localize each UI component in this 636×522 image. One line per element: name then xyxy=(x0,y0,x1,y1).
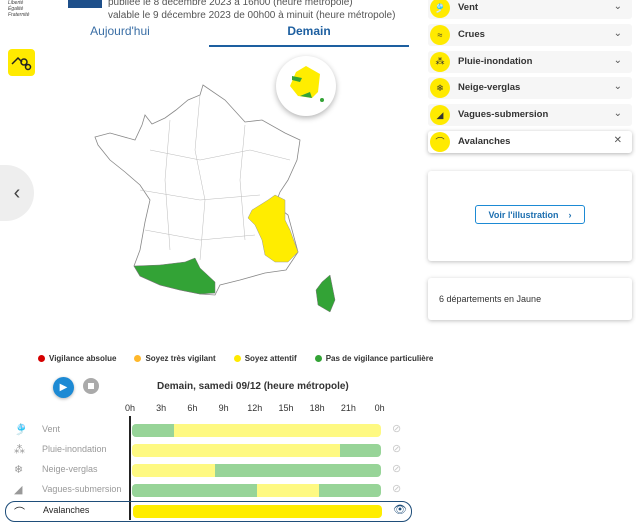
waves-icon: ◢ xyxy=(14,484,23,496)
bulletin-info: publiée le 8 décembre 2023 à 16h00 (heur… xyxy=(108,0,395,22)
hour-tick: 0h xyxy=(124,403,135,413)
legend-item: Soyez très vigilant xyxy=(134,354,216,363)
vigilance-bar xyxy=(133,505,382,518)
chevron-down-icon[interactable]: ⌄ xyxy=(613,108,622,120)
stop-button[interactable] xyxy=(83,378,99,394)
sidebar-item-label: Pluie-inondation xyxy=(458,55,533,67)
green-segment xyxy=(132,424,174,437)
sidebar-item-label: Crues xyxy=(458,29,485,40)
play-icon: ▶ xyxy=(59,382,68,393)
sidebar-item-avalanches[interactable]: ⌒ Avalanches ✕ xyxy=(428,130,632,153)
legend-item: Soyez attentif xyxy=(233,354,297,363)
yellow-segment xyxy=(133,505,382,518)
departments-count: 6 départements en Jaune xyxy=(439,294,542,304)
green-segment xyxy=(215,464,381,477)
row-label: Neige-verglas xyxy=(42,464,98,474)
play-button[interactable]: ▶ xyxy=(53,377,74,398)
chevron-down-icon[interactable]: ⌄ xyxy=(613,28,622,39)
timeline-row[interactable]: ⌒ Avalanches 👁 xyxy=(5,501,412,522)
valid-date: valable le 9 décembre 2023 de 00h00 à mi… xyxy=(108,10,396,21)
hour-tick: 15h xyxy=(278,403,294,413)
sidebar-item-label: Vagues-submersion xyxy=(458,109,549,121)
vigilance-bar xyxy=(132,484,381,497)
timeline-row[interactable]: ◢ Vagues-submersion ⊘ xyxy=(12,481,412,499)
sidebar-item-label: Neige-verglas xyxy=(458,82,521,94)
illustration-card: Voir l'illustration › xyxy=(428,171,632,261)
avalanche-icon: ⌒ xyxy=(430,131,450,152)
legend-item: Pas de vigilance particulière xyxy=(314,354,433,363)
yellow-segment xyxy=(256,484,319,497)
green-departments-corse xyxy=(315,274,336,313)
vigilance-bar xyxy=(132,444,381,457)
sidebar-item-crues[interactable]: ≈ Crues ⌄ xyxy=(428,24,632,46)
hour-tick: 0h xyxy=(374,403,385,413)
avalanche-icon xyxy=(8,49,35,76)
rain-flood-icon: ⁂ xyxy=(430,51,450,72)
yellow-segment xyxy=(132,464,215,477)
timeline-row[interactable]: ❄ Neige-verglas ⊘ xyxy=(12,461,412,479)
sidebar-item-neige-verglas[interactable]: ❄ Neige-verglas ⌄ xyxy=(428,77,632,100)
tab-demain[interactable]: Demain xyxy=(209,24,409,47)
department-borders xyxy=(139,94,291,261)
row-label: Vagues-submersion xyxy=(42,484,122,494)
eye-off-icon[interactable]: ⊘ xyxy=(392,463,402,475)
departments-card: 6 départements en Jaune xyxy=(428,278,632,320)
row-label: Pluie-inondation xyxy=(42,444,107,454)
chevron-right-icon: › xyxy=(568,209,572,220)
vigilance-bar xyxy=(132,464,381,477)
illustration-button[interactable]: Voir l'illustration › xyxy=(475,205,585,224)
meteo-france-logo xyxy=(68,0,102,8)
chevron-down-icon[interactable]: ⌄ xyxy=(613,81,622,93)
flood-icon: ≈ xyxy=(430,25,450,45)
row-label: Vent xyxy=(42,424,61,434)
overview-minimap[interactable] xyxy=(276,56,336,116)
waves-icon: ◢ xyxy=(430,105,450,126)
hour-tick: 9h xyxy=(218,403,229,413)
timeline-row[interactable]: ⁂ Pluie-inondation ⊘ xyxy=(12,441,412,459)
eye-icon[interactable]: 👁 xyxy=(393,504,407,516)
stop-icon xyxy=(88,383,94,389)
sidebar-item-vent[interactable]: 🎐 Vent ⌄ xyxy=(428,0,632,19)
snow-ice-icon: ❄ xyxy=(430,78,450,99)
published-date: publiée le 8 décembre 2023 à 16h00 (heur… xyxy=(108,0,353,8)
sidebar-item-label: Vent xyxy=(458,2,479,13)
green-segment xyxy=(339,444,381,457)
hour-tick: 12h xyxy=(247,403,263,413)
eye-off-icon[interactable]: ⊘ xyxy=(392,483,402,495)
chevron-left-icon: ‹ xyxy=(13,181,21,204)
hour-tick: 6h xyxy=(187,403,198,413)
hour-tick: 3h xyxy=(156,403,167,413)
yellow-segment xyxy=(173,424,381,437)
yellow-segment xyxy=(132,444,340,457)
sidebar-item-label: Avalanches xyxy=(458,135,511,147)
sidebar-item-pluie-inondation[interactable]: ⁂ Pluie-inondation ⌄ xyxy=(428,50,632,73)
hour-tick: 21h xyxy=(340,403,356,413)
wind-icon: 🎐 xyxy=(430,0,450,18)
legend: Vigilance absolue Soyez très vigilant So… xyxy=(38,354,433,363)
avalanche-icon: ⌒ xyxy=(14,507,25,519)
yellow-departments xyxy=(247,194,299,263)
eye-off-icon[interactable]: ⊘ xyxy=(392,423,402,435)
tab-aujourdhui[interactable]: Aujourd'hui xyxy=(90,24,150,38)
close-icon[interactable]: ✕ xyxy=(613,134,622,146)
france-map[interactable] xyxy=(0,0,420,340)
eye-off-icon[interactable]: ⊘ xyxy=(392,443,402,455)
legend-item: Vigilance absolue xyxy=(38,354,116,363)
vigilance-bar xyxy=(132,424,381,437)
timeline-title: Demain, samedi 09/12 (heure métropole) xyxy=(157,381,349,392)
row-label: Avalanches xyxy=(43,505,90,515)
chevron-down-icon[interactable]: ⌄ xyxy=(613,54,622,66)
republique-logo: Liberté Égalité Fraternité xyxy=(8,0,30,18)
timeline-row[interactable]: 🎐 Vent ⊘ xyxy=(12,421,412,439)
wind-icon: 🎐 xyxy=(14,424,28,436)
sidebar-item-vagues-submersion[interactable]: ◢ Vagues-submersion ⌄ xyxy=(428,104,632,127)
hour-tick: 18h xyxy=(309,403,325,413)
rain-flood-icon: ⁂ xyxy=(14,444,25,456)
chevron-down-icon[interactable]: ⌄ xyxy=(613,1,622,12)
green-departments-pyrenees xyxy=(133,257,216,295)
current-time-marker xyxy=(129,416,131,520)
green-segment xyxy=(132,484,257,497)
green-segment xyxy=(318,484,381,497)
snow-ice-icon: ❄ xyxy=(14,464,24,476)
